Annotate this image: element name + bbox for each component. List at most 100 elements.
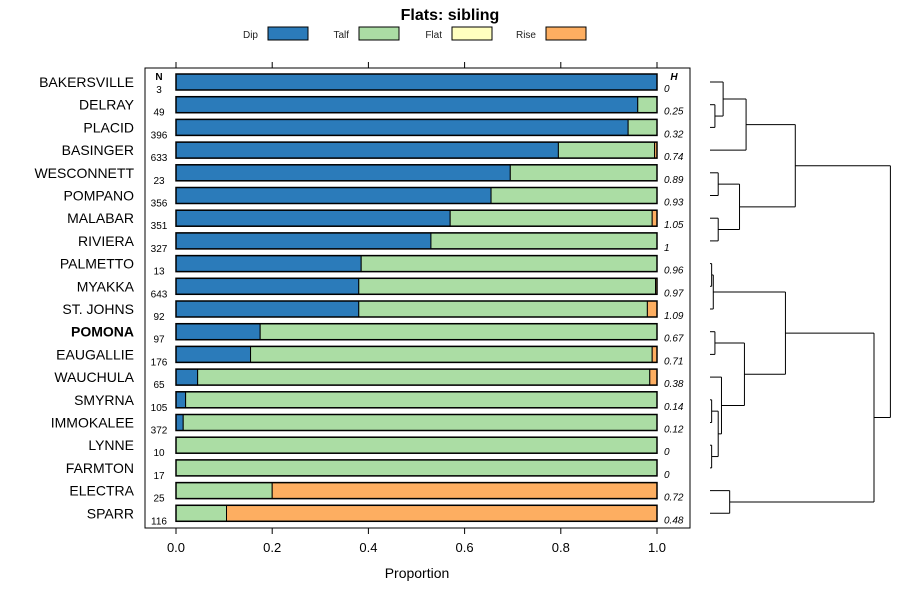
bar-outline [175,73,658,91]
x-tick-label: 0.4 [359,540,377,555]
bar-segment-dip [175,255,362,273]
bar-outline [175,322,658,341]
bar-segment-talf [259,323,658,341]
bar-segment-dip [175,277,360,295]
h-column-header: H [670,72,678,83]
x-tick-label: 0.8 [552,540,570,555]
bar-segment-talf [175,504,228,522]
legend-swatch-flat [451,26,493,41]
bar-outline [175,391,658,409]
row-label: PALMETTO [60,256,134,272]
bars-group [175,73,658,523]
bar-segment-talf [358,277,657,295]
bar-segment-dip [175,232,432,250]
bar-outline [175,413,658,432]
row-label: ST. JOHNS [62,301,134,317]
row-label: PLACID [83,119,134,135]
h-value: 0.12 [664,425,684,436]
row-label: WESCONNETT [34,165,134,181]
bar-segment-talf [182,414,658,431]
h-value: 0.74 [664,152,684,163]
bar-segment-talf [197,368,651,386]
h-value: 1.09 [664,311,684,322]
h-value: 0.38 [664,379,684,390]
x-tick-label: 0.0 [167,540,185,555]
n-value: 351 [151,221,168,232]
n-value: 3 [156,85,162,96]
row-label: POMONA [71,324,134,340]
bar-segment-rise [646,300,658,318]
bar-segment-dip [175,209,451,227]
row-label: BASINGER [62,142,134,158]
row-label: LYNNE [88,437,134,453]
bar-segment-dip [175,187,492,204]
legend-swatch-talf [358,26,400,41]
n-value: 643 [151,289,168,300]
bar-outline [175,436,658,454]
bar-segment-talf [175,482,273,500]
row-label: BAKERSVILLE [39,74,134,90]
n-value: 633 [151,153,168,164]
bar-segment-talf [430,232,658,250]
legend-label-flat: Flat [425,30,442,41]
legend-label-dip: Dip [243,30,258,41]
bar-segment-talf [490,187,658,204]
h-value: 0.32 [664,129,684,140]
bar-outline [175,300,658,318]
bar-segment-talf [250,345,653,363]
x-tick-label: 1.0 [648,540,666,555]
bar-segment-dip [175,300,360,318]
n-value: 97 [153,335,165,346]
bar-outline [175,254,658,273]
bar-segment-dip [175,345,252,363]
h-value: 1 [664,243,670,254]
legend-swatch-dip [267,26,309,41]
bar-outline [175,345,658,364]
h-value: 0.89 [664,175,684,186]
legend: Dip Talf Flat Rise [243,26,587,41]
bar-segment-dip [175,73,658,91]
bar-segment-dip [175,323,261,341]
n-value: 105 [151,403,168,414]
x-tick-label: 0.2 [263,540,281,555]
bar-segment-talf [449,209,653,227]
n-value: 65 [153,380,165,391]
bar-segment-talf [509,164,658,182]
n-value: 92 [153,312,165,323]
row-label: FARMTON [66,460,134,476]
n-value: 17 [153,471,165,482]
x-tick-label: 0.6 [456,540,474,555]
bar-segment-talf [185,391,658,409]
bar-segment-rise [271,482,658,500]
h-value: 0 [664,447,670,458]
bar-outline [175,368,658,386]
bar-segment-talf [175,459,658,477]
bar-outline [175,186,658,205]
bar-segment-talf [360,255,658,273]
row-label: SMYRNA [74,392,135,408]
row-label: SPARR [87,505,134,521]
bar-outline [175,118,658,137]
bar-segment-talf [175,436,658,454]
h-value: 0.72 [664,493,684,504]
h-value: 0.93 [664,198,684,209]
n-value: 396 [151,130,168,141]
row-label: IMMOKALEE [51,415,134,431]
n-value: 25 [153,494,165,505]
n-value: 23 [153,176,165,187]
bar-segment-dip [175,141,559,159]
h-value: 0.25 [664,107,684,118]
bar-outline [175,164,658,182]
bar-segment-talf [358,300,648,318]
bar-outline [175,277,658,296]
bar-segment-talf [627,118,658,136]
row-label: MALABAR [67,210,134,226]
bar-segment-dip [175,96,639,114]
bar-outline [175,504,658,523]
h-value: 0.67 [664,334,684,345]
row-labels-group: BAKERSVILLE 3 0 DELRAY 49 0.25 PLACID 396 0.32 BA… [34,74,683,527]
bar-segment-dip [175,368,199,386]
bar-outline [175,459,658,477]
n-value: 372 [151,426,168,437]
